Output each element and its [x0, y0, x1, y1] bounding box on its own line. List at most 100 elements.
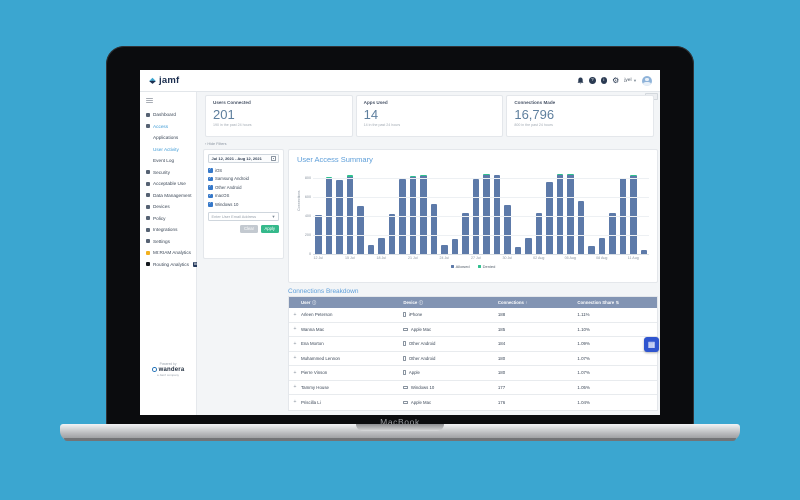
access-icon — [146, 124, 150, 129]
sidebar-item-mi-riam-analytics[interactable]: MI:RIAM Analytics — [140, 247, 196, 259]
bar-slot — [388, 168, 395, 254]
cell-device: Apple Mac — [403, 400, 497, 405]
chevron-down-icon: ▼ — [633, 78, 637, 83]
sidebar-item-dashboard[interactable]: Dashboard — [140, 109, 196, 121]
apply-button[interactable]: Apply — [260, 224, 279, 233]
device-label: Apple Mac — [410, 399, 432, 405]
info-icon[interactable]: i — [600, 77, 608, 84]
table-row: + Tammy House Windows 10 177 1.05% — [289, 380, 657, 395]
table-row: + Wanna Mac Apple Mac 185 1.10% — [289, 322, 657, 337]
checkbox-ios[interactable]: ✓ iOS — [208, 166, 279, 175]
cell-share: 1.05% — [577, 384, 590, 390]
bar-04-Aug — [556, 174, 563, 254]
sidebar-item-label: Applications — [153, 135, 179, 141]
logo-text: jamf — [159, 75, 180, 86]
sidebar-item-policy[interactable]: Policy — [140, 213, 196, 225]
bar-19-Jul — [388, 213, 395, 254]
checkbox-samsung-android[interactable]: ✓ Samsung Android — [208, 175, 279, 184]
bar-22-Jul — [420, 174, 427, 254]
cell-device: Apple — [403, 370, 497, 375]
checkbox-label: Other Android — [215, 184, 242, 190]
user-menu[interactable]: jyel ▼ — [624, 78, 637, 83]
table-row: + Muhammed Lennon Other Android 180 1.07% — [289, 351, 657, 366]
bar-segment-allowed — [493, 175, 500, 254]
bar-segment-allowed — [409, 177, 416, 254]
row-expand-button[interactable]: + — [293, 340, 297, 347]
row-expand-button[interactable]: + — [293, 369, 297, 376]
sidebar-item-routing-analytics[interactable]: Routing AnalyticsBETA — [140, 259, 204, 271]
phone-icon — [403, 312, 407, 318]
avatar[interactable] — [642, 75, 652, 86]
sidebar-item-settings[interactable]: Settings — [140, 236, 196, 248]
bar-01-Aug — [525, 237, 532, 254]
row-expand-button[interactable]: + — [293, 384, 297, 391]
x-tick-label: 24 Jul — [439, 255, 450, 260]
checkbox-other-android[interactable]: ✓ Other Android — [208, 183, 279, 192]
bar-31-Jul — [514, 246, 521, 254]
bar-segment-denied — [325, 176, 332, 179]
column-header-device[interactable]: Device ⓘ — [403, 300, 497, 306]
stat-subtitle: 190 in the past 24 hours — [213, 123, 252, 127]
row-expand-button[interactable]: + — [293, 355, 297, 362]
laptop-notch — [356, 424, 444, 431]
user-email-select[interactable]: Enter User Email Address ▼ — [208, 211, 279, 221]
sidebar-item-devices[interactable]: Devices — [140, 201, 196, 213]
sidebar-item-event-log[interactable]: Event Log — [140, 155, 196, 167]
info-icon: ⓘ — [418, 299, 423, 305]
column-header-connection-share[interactable]: Connection Share ⇅ — [577, 300, 657, 305]
checkbox-windows-10[interactable]: ✓ Windows 10 — [208, 200, 279, 209]
bar-slot — [514, 168, 521, 254]
sidebar-item-applications[interactable]: Applications — [140, 132, 196, 144]
menu-hamburger-icon[interactable] — [146, 98, 153, 103]
sidebar-item-access[interactable]: Access — [140, 121, 196, 133]
legend-label: Allowed — [455, 264, 470, 269]
sidebar-item-data-management[interactable]: Data Management — [140, 190, 196, 202]
chart-bars: 12 Jul 15 Jul 18 Jul 21 Jul 24 Jul 27 Jul 30 J… — [313, 168, 647, 260]
chat-widget-button[interactable]: ▦ — [644, 337, 659, 352]
row-expand-button[interactable]: + — [293, 399, 297, 406]
help-icon[interactable]: ? — [589, 77, 596, 84]
bar-slot — [336, 168, 343, 254]
sidebar-item-acceptable-use[interactable]: Acceptable Use — [140, 178, 196, 190]
column-header-connections[interactable]: Connections ↑ — [498, 300, 578, 305]
sidebar-item-user-activity[interactable]: User Activity — [140, 144, 196, 156]
bar-segment-allowed — [367, 244, 374, 254]
x-tick-label: 18 Jul — [376, 255, 387, 260]
sidebar-item-integrations[interactable]: Integrations — [140, 224, 196, 236]
bar-slot — [546, 168, 553, 254]
jamf-logo[interactable]: jamf — [148, 75, 179, 86]
bar-21-Jul — [409, 175, 416, 254]
row-expand-button[interactable]: + — [293, 326, 297, 333]
sidebar-item-label: Acceptable Use — [153, 181, 186, 187]
date-range-input[interactable]: Jul 12, 2021 - Aug 12, 2021 — [208, 154, 279, 163]
cell-connections: 177 — [497, 384, 506, 390]
powered-by-label: Powered by — [159, 361, 177, 366]
column-label: Connection Share — [577, 300, 615, 305]
gridline — [313, 254, 649, 255]
sidebar-item-security[interactable]: Security — [140, 167, 196, 179]
bar-segment-denied — [630, 174, 637, 177]
x-tick-label: 27 Jul — [470, 255, 481, 260]
bar-02-Aug — [535, 213, 542, 254]
bar-08-Aug — [598, 237, 605, 254]
bar-segment-allowed — [546, 182, 553, 254]
bar-segment-allowed — [577, 201, 584, 254]
column-header-user[interactable]: User ⓘ — [301, 300, 403, 306]
checkbox-macos[interactable]: ✓ macOS — [208, 192, 279, 201]
laptop-icon — [403, 385, 409, 389]
acceptable-use-icon — [146, 181, 150, 186]
legend-label: Denied — [482, 264, 496, 269]
bar-slot: 27 Jul — [471, 168, 481, 260]
row-expand-button[interactable]: + — [293, 311, 297, 318]
cell-connections: 180 — [497, 355, 506, 361]
clear-button[interactable]: Clear — [240, 224, 259, 233]
notifications-bell-icon[interactable] — [577, 77, 584, 85]
bar-slot — [325, 168, 332, 254]
integrations-icon — [146, 227, 150, 232]
hide-filters-link[interactable]: ‹ Hide Filters — [205, 142, 227, 146]
gridline — [313, 196, 649, 198]
table-row: + Ena Morton Other Android 184 1.09% — [289, 337, 657, 352]
settings-gear-icon[interactable]: ⚙ — [612, 75, 620, 85]
bar-slot: 24 Jul — [439, 168, 449, 260]
